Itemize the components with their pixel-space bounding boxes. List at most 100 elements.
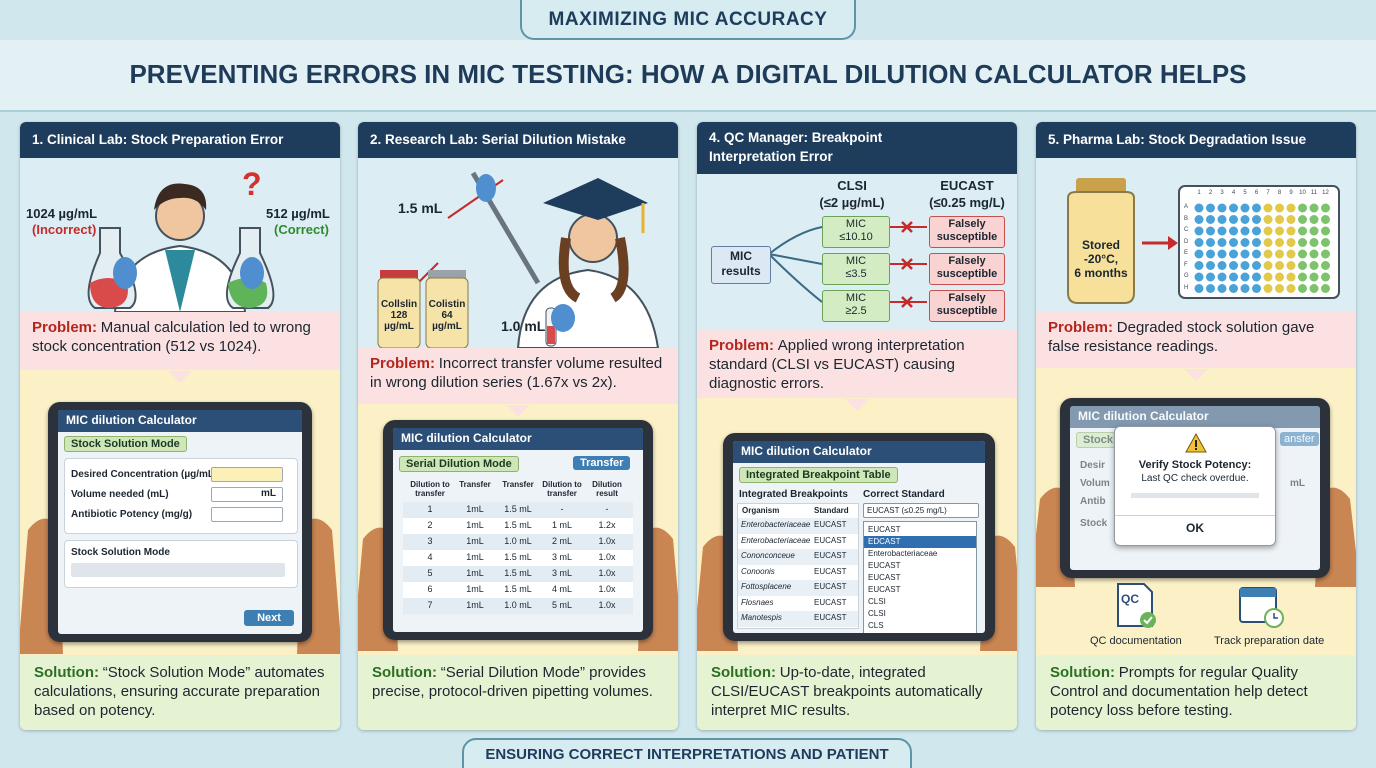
cell: 1.0 mL	[504, 536, 532, 546]
shape-path	[901, 258, 913, 270]
vial-label: 64	[441, 310, 453, 321]
standard-select[interactable]: EUCAST (≤0.25 mg/L)	[863, 503, 979, 518]
cell: 5 mL	[551, 600, 572, 610]
shape-circle	[1206, 203, 1215, 213]
bp-row	[738, 549, 858, 565]
tablet-screen: MIC dilution Calculator Integrated Breakp…	[733, 441, 985, 633]
dropdown-option[interactable]: EDCAST	[864, 536, 976, 548]
problem-text: Problem: Incorrect transfer volume result…	[370, 354, 668, 392]
solution-text: Solution: “Serial Dilution Mode” provides…	[372, 663, 668, 701]
plate-col: 3	[1220, 190, 1224, 196]
shape-circle	[1229, 272, 1238, 282]
cell: -	[560, 504, 564, 514]
dropdown-option[interactable]: EUCAST	[868, 573, 901, 582]
shape-circle	[1321, 261, 1330, 270]
dropdown-option[interactable]: Enterobacteriaceae	[868, 549, 938, 558]
shape-circle	[568, 213, 618, 263]
cell: 1mL	[466, 536, 484, 546]
shape-circle	[1298, 272, 1307, 282]
shape-path	[543, 178, 648, 220]
shape-circle	[1309, 203, 1319, 213]
shape-circle	[1309, 249, 1319, 259]
tablet-frame: MIC dilution Calculator Stock ansfer Desir V…	[1060, 398, 1330, 578]
dropdown-option[interactable]: CLSI	[868, 597, 886, 606]
plate-col: 11	[1310, 190, 1318, 196]
shape-circle	[1321, 203, 1330, 213]
volume-bottom: 1.0 mL	[501, 318, 546, 334]
shape-circle	[1309, 238, 1319, 247]
cell: 2 mL	[551, 536, 572, 546]
bp-row	[738, 595, 858, 611]
bp-org: Enterobacteriaceae	[741, 535, 811, 545]
qc-label: QC documentation	[1090, 635, 1182, 647]
cell: 1.5 mL	[504, 584, 532, 594]
mic-box: MIC ≥2.5	[822, 290, 890, 322]
problem-pointer-svg	[168, 371, 192, 383]
research-art-svg	[377, 171, 660, 349]
plate-row: B	[1184, 215, 1189, 222]
shape-circle	[1298, 215, 1307, 224]
shape-circle	[1206, 215, 1215, 224]
wrong-value: 1024 µg/mL	[26, 206, 98, 221]
row-bg	[403, 534, 633, 550]
solution-box: Solution: “Stock Solution Mode” automates…	[20, 655, 340, 730]
dropdown-option[interactable]: EUCAST	[868, 561, 901, 570]
mic-text: MIC	[845, 255, 867, 267]
vial-text: 6 months	[1074, 266, 1128, 280]
cell: 1mL	[466, 520, 484, 530]
dropdown-option[interactable]: EUCAST	[868, 525, 901, 534]
plate-col: 9	[1289, 190, 1293, 196]
panel-header: 2. Research Lab: Serial Dilution Mistake	[358, 122, 678, 158]
shape-circle	[1298, 284, 1307, 293]
shape-path	[168, 371, 192, 383]
shape-ellipse	[476, 174, 496, 202]
shape-path	[154, 183, 207, 210]
shape-circle	[1229, 215, 1238, 224]
shape-circle	[1240, 226, 1250, 236]
panel-title: 2. Research Lab: Serial Dilution Mistake	[370, 132, 626, 147]
dropdown-option[interactable]: CLSI	[868, 609, 886, 618]
shape-circle	[1263, 272, 1273, 282]
bp-org: Enterobacteriaceae	[741, 520, 811, 529]
next-button[interactable]: Next	[244, 610, 294, 626]
transfer-button[interactable]: Transfer	[573, 456, 631, 470]
bp-org: Manotespis	[741, 613, 782, 622]
dropdown-option[interactable]: CLS	[868, 621, 884, 630]
solution-box: Solution: Up-to-date, integrated CLSI/EUC…	[697, 655, 1017, 730]
shape-circle	[1240, 284, 1250, 293]
shape-circle	[1194, 238, 1204, 247]
dialog-ok[interactable]: OK	[1186, 521, 1204, 535]
faded-unit: mL	[1290, 478, 1305, 489]
shape-circle	[1194, 215, 1204, 224]
solution-body: “Serial Dilution Mode” provides precise,…	[372, 664, 653, 700]
cell: 4	[427, 552, 433, 562]
cell: 5	[427, 568, 433, 578]
unit: mL	[261, 488, 276, 499]
col-head: Transfer	[459, 480, 491, 489]
solution-body: Up-to-date, integrated CLSI/EUCAST break…	[711, 664, 983, 719]
problem-pointer-svg	[506, 405, 530, 417]
shape-circle	[1229, 226, 1238, 236]
dropdown-option[interactable]: EUCAST	[868, 585, 901, 594]
shape-circle	[1321, 249, 1330, 259]
app-name: MIC dilution Calculator	[66, 413, 197, 427]
problem-text: Problem: Manual calculation led to wrong …	[32, 318, 330, 356]
cell: 1 mL	[551, 520, 572, 530]
shape-ellipse	[240, 257, 264, 289]
plate-col: 7	[1266, 190, 1270, 196]
shape-circle	[1263, 238, 1273, 247]
shape-rect	[428, 270, 466, 278]
shape-circle	[1252, 203, 1261, 213]
shape-rect	[1076, 178, 1126, 194]
shape-circle	[1321, 215, 1330, 224]
wrong-note: (Incorrect)	[32, 222, 97, 237]
shape-path	[1143, 616, 1153, 625]
shape-circle	[1275, 261, 1284, 270]
vial-label: Colistin	[428, 299, 466, 310]
mode-pill: Stock Solution Mode	[64, 436, 187, 452]
research-art	[358, 158, 678, 349]
problem-box: Problem: Incorrect transfer volume result…	[358, 348, 678, 404]
cell: 3 mL	[551, 568, 572, 578]
panel-header: 5. Pharma Lab: Stock Degradation Issue	[1036, 122, 1356, 158]
cell: 7	[427, 600, 433, 610]
